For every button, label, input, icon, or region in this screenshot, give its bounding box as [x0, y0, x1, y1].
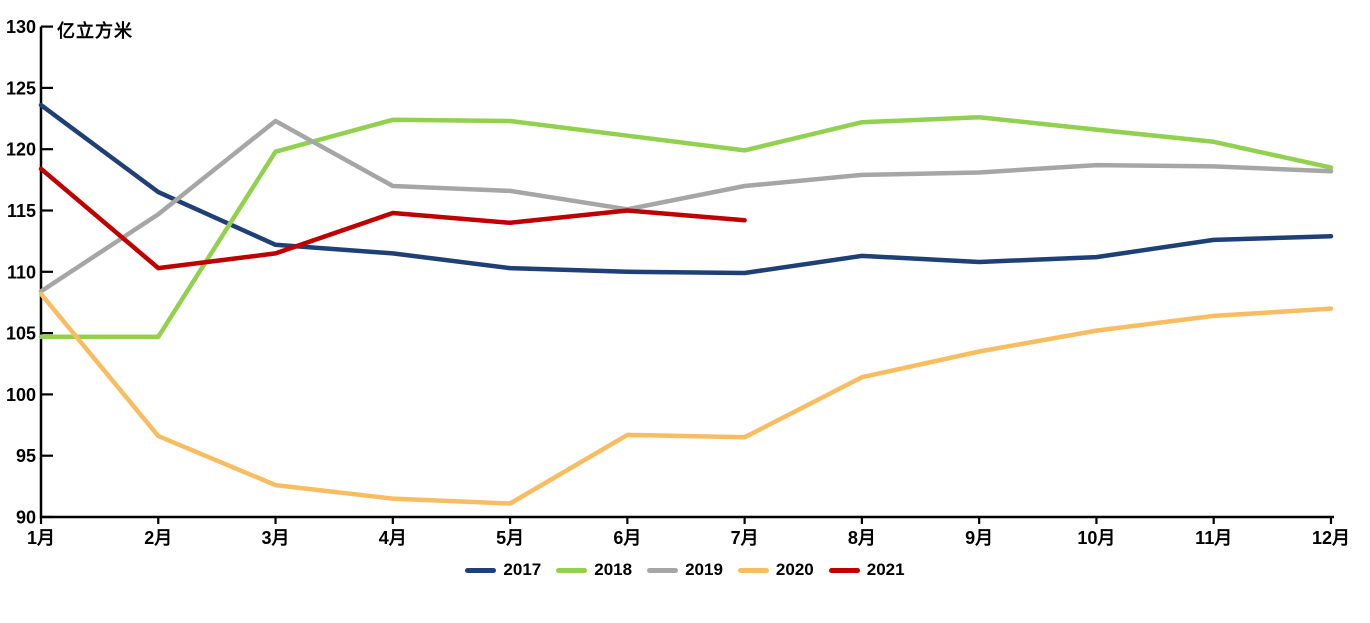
legend-item-2021: 2021: [828, 560, 905, 580]
series-line-2018: [38, 115, 1334, 340]
legend-swatch-2018: [556, 567, 588, 573]
x-tick-label: 4月: [379, 528, 407, 548]
y-axis-unit-label: 亿立方米: [57, 21, 133, 41]
legend-swatch-2020: [737, 567, 769, 573]
x-tick-label: 11月: [1195, 528, 1232, 548]
legend-swatch-2017: [465, 567, 497, 573]
x-tick-label: 12月: [1312, 528, 1350, 548]
legend-swatch-2021: [828, 567, 860, 573]
legend-item-2017: 2017: [465, 560, 541, 580]
series-line-2017: [38, 102, 1334, 276]
y-tick-label: 110: [7, 262, 36, 282]
y-tick-label: 105: [6, 324, 36, 344]
x-tick-label: 5月: [496, 528, 524, 548]
x-tick-label: 2月: [144, 528, 172, 548]
series-line-2020: [38, 291, 1334, 506]
legend-item-2018: 2018: [556, 560, 632, 580]
x-tick-label: 7月: [731, 528, 759, 548]
y-tick-label: 115: [7, 201, 36, 221]
y-tick-label: 120: [6, 140, 36, 160]
legend-swatch-2019: [647, 567, 679, 573]
y-tick-label: 130: [6, 17, 36, 37]
y-tick-label: 100: [6, 385, 36, 405]
y-tick-label: 95: [16, 446, 36, 466]
legend-item-2019: 2019: [647, 560, 723, 580]
x-tick-label: 1月: [27, 528, 55, 548]
legend-label: 2021: [866, 560, 905, 579]
x-tick-label: 3月: [262, 528, 290, 548]
y-tick-label: 125: [6, 78, 36, 98]
legend-label: 2018: [594, 560, 633, 579]
chart-legend: 2017 2018 2019 2020 2021: [0, 560, 1370, 580]
x-tick-label: 6月: [613, 528, 641, 548]
y-tick-label: 90: [16, 507, 36, 527]
legend-label: 2017: [503, 560, 542, 579]
series-line-2019: [38, 118, 1334, 294]
legend-label: 2020: [775, 560, 814, 579]
x-tick-label: 8月: [848, 528, 876, 548]
x-tick-label: 10月: [1077, 528, 1115, 548]
x-tick-label: 9月: [965, 528, 993, 548]
series-line-2021: [38, 166, 747, 271]
legend-label: 2019: [685, 560, 723, 579]
legend-item-2020: 2020: [737, 560, 814, 580]
